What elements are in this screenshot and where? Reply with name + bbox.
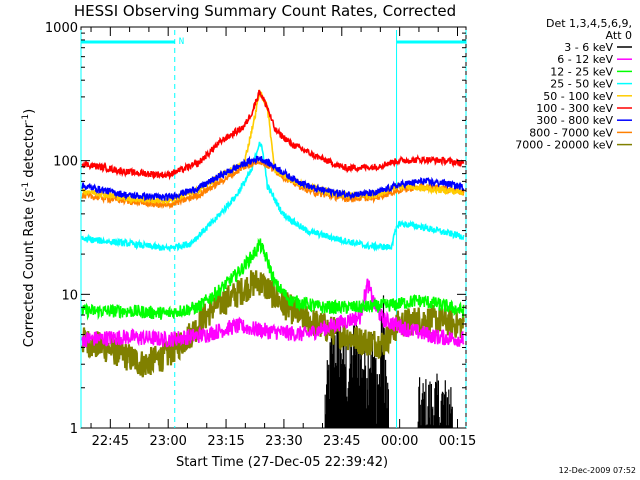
x-axis-ticks: 22:45 23:00 23:15 23:30 23:45 00:00 00:15: [90, 27, 476, 449]
series-line-7000-20000-kev: [81, 270, 465, 378]
legend-label: 6 - 12 keV: [557, 53, 613, 66]
legend-label: 50 - 100 keV: [543, 90, 613, 103]
x-tick-label: 00:00: [381, 434, 418, 449]
legend-title-line-2: Att 0: [606, 29, 632, 42]
y-axis-label: Corrected Count Rate (s-1 detector-1): [21, 109, 37, 347]
x-tick-label: 00:15: [439, 434, 476, 449]
legend-label: 800 - 7000 keV: [529, 126, 613, 139]
y-axis-label-sup2: -1: [21, 114, 31, 123]
chart-title: HESSI Observing Summary Count Rates, Cor…: [74, 2, 456, 20]
y-tick-label: 1000: [45, 21, 78, 36]
series-line-300-800-kev: [81, 155, 465, 202]
series-line-25-50-kev: [81, 141, 465, 253]
legend-label: 12 - 25 keV: [550, 65, 613, 78]
legend-label: 300 - 800 keV: [536, 114, 613, 127]
legend-label: 3 - 6 keV: [564, 41, 613, 54]
x-axis-label: Start Time (27-Dec-05 22:39:42): [176, 455, 388, 470]
x-tick-label: 23:00: [149, 434, 186, 449]
series-line-3-6-kev: [324, 295, 453, 428]
legend-title-line-1: Det 1,3,4,5,6,9,: [546, 17, 632, 30]
series-lines: [81, 89, 465, 428]
night-marker-label: N: [179, 37, 184, 47]
plot-area: N: [80, 26, 467, 429]
series-line-12-25-kev: [81, 237, 465, 321]
y-axis-label-mid: detector: [22, 122, 37, 182]
series-line-6-12-kev: [81, 278, 465, 348]
y-tick-label: 100: [53, 155, 78, 170]
y-axis-label-end: ): [22, 109, 37, 114]
x-tick-label: 22:45: [92, 434, 129, 449]
legend-label: 100 - 300 keV: [536, 102, 613, 115]
x-tick-label: 23:30: [265, 434, 302, 449]
series-line-50-100-kev: [81, 89, 464, 206]
y-tick-label: 10: [61, 288, 78, 303]
series-line-100-300-kev: [81, 89, 465, 181]
legend-label: 7000 - 20000 keV: [515, 139, 613, 152]
y-axis-label-sup1: -1: [21, 182, 31, 191]
legend-label: 25 - 50 keV: [550, 78, 613, 91]
x-tick-label: 23:15: [207, 434, 244, 449]
y-tick-label: 1: [70, 422, 78, 437]
footer-date: 12-Dec-2009 07:52: [559, 466, 636, 475]
x-tick-label: 23:45: [323, 434, 360, 449]
y-axis-ticks: 1 10 100 1000: [45, 21, 466, 437]
y-axis-label-main: Corrected Count Rate (s: [22, 191, 37, 348]
